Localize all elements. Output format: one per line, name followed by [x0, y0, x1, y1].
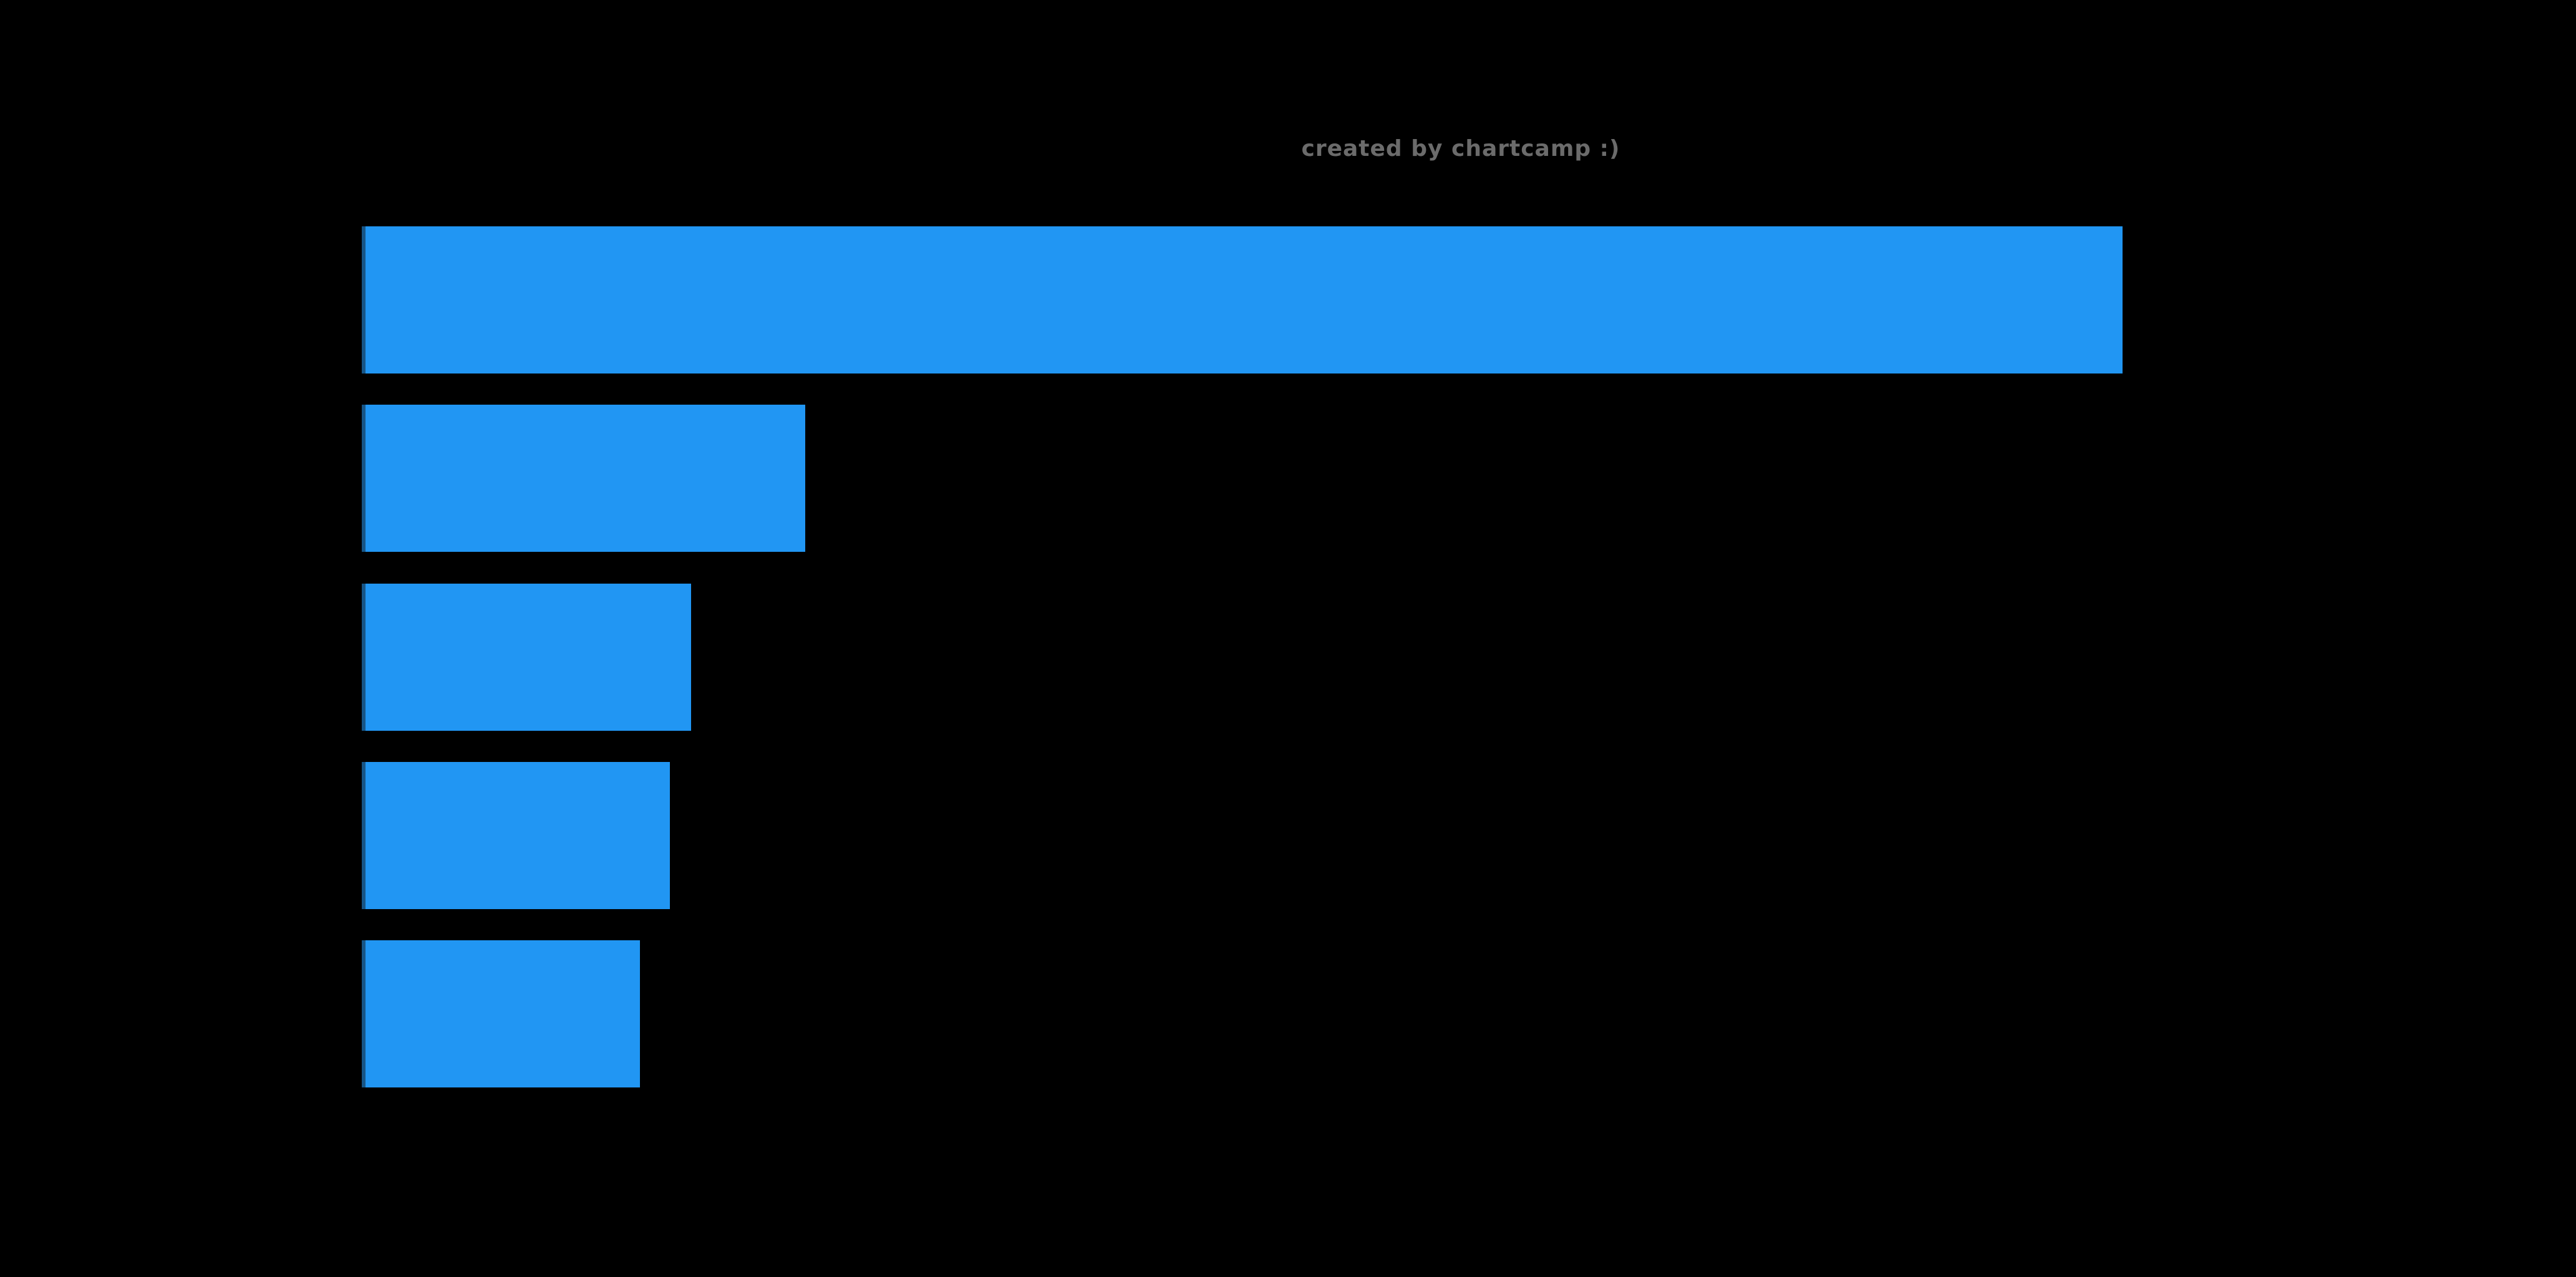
- bar-3: [362, 584, 691, 731]
- bar-4: [362, 762, 670, 909]
- bar-2: [362, 405, 805, 552]
- bar-5: [362, 940, 640, 1087]
- bar-1: [362, 226, 2123, 373]
- bar-chart: [362, 226, 2123, 1088]
- watermark-text: created by chartcamp :): [1301, 136, 1620, 161]
